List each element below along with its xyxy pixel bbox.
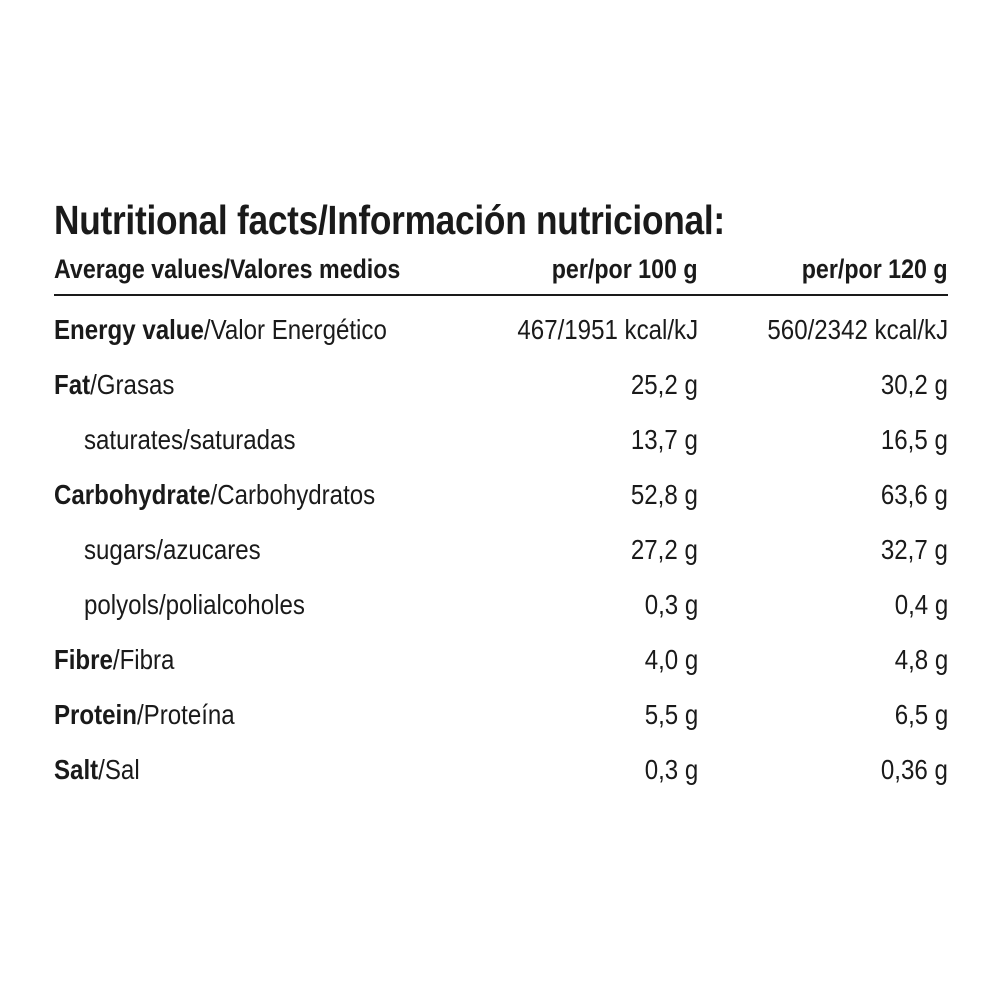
row-label: Energy value/Valor Energético xyxy=(54,302,441,357)
row-value-100g: 4,0 g xyxy=(644,644,698,675)
row-label-bold: Salt xyxy=(54,754,99,785)
header-col-120g-text: per/por 120 g xyxy=(802,254,948,284)
row-label-rest: /Valor Energético xyxy=(203,314,387,345)
row-label-rest: /Carbohydratos xyxy=(210,479,376,510)
row-value-120g: 32,7 g xyxy=(881,534,948,565)
table-row-polyols: polyols/polialcoholes 0,3 g 0,4 g xyxy=(54,577,948,632)
row-value-120g: 16,5 g xyxy=(881,424,948,455)
row-value-100g: 0,3 g xyxy=(644,589,698,620)
row-label: Salt/Sal xyxy=(54,742,154,797)
table-row-saturates: saturates/saturadas 13,7 g 16,5 g xyxy=(54,412,948,467)
header-label: Average values/Valores medios xyxy=(54,246,457,292)
row-value-120g: 4,8 g xyxy=(894,644,948,675)
row-label: Fat/Grasas xyxy=(54,357,194,412)
row-value-120g: 560/2342 kcal/kJ xyxy=(767,314,948,345)
row-value-120g: 0,36 g xyxy=(881,754,948,785)
row-value-100g: 467/1951 kcal/kJ xyxy=(517,314,698,345)
row-label-bold: Protein xyxy=(54,699,137,730)
row-label-rest: polyols/polialcoholes xyxy=(84,589,305,620)
row-label: sugars/azucares xyxy=(84,522,289,577)
row-label: Protein/Proteína xyxy=(54,687,264,742)
row-label: Fibre/Fibra xyxy=(54,632,194,687)
row-label-bold: Fibre xyxy=(54,644,113,675)
table-title: Nutritional facts/Información nutriciona… xyxy=(54,196,948,246)
table-row-protein: Protein/Proteína 5,5 g 6,5 g xyxy=(54,687,948,742)
row-label-rest: sugars/azucares xyxy=(84,534,261,565)
row-value-100g: 0,3 g xyxy=(644,754,698,785)
table-header-row: Average values/Valores medios per/por 10… xyxy=(54,246,948,296)
row-value-100g: 25,2 g xyxy=(631,369,698,400)
row-value-100g: 27,2 g xyxy=(631,534,698,565)
table-row-salt: Salt/Sal 0,3 g 0,36 g xyxy=(54,742,948,797)
row-label-rest: saturates/saturadas xyxy=(84,424,296,455)
row-label-bold: Energy value xyxy=(54,314,204,345)
table-row-carbohydrate: Carbohydrate/Carbohydratos 52,8 g 63,6 g xyxy=(54,467,948,522)
row-value-120g: 6,5 g xyxy=(894,699,948,730)
row-label: Carbohydrate/Carbohydratos xyxy=(54,467,427,522)
header-col-100g-text: per/por 100 g xyxy=(552,254,698,284)
row-value-120g: 30,2 g xyxy=(881,369,948,400)
row-label-bold: Carbohydrate xyxy=(54,479,211,510)
row-label-bold: Fat xyxy=(54,369,91,400)
row-value-100g: 13,7 g xyxy=(631,424,698,455)
table-row-sugars: sugars/azucares 27,2 g 32,7 g xyxy=(54,522,948,577)
header-label-text: Average values/Valores medios xyxy=(54,254,401,284)
row-label-rest: /Sal xyxy=(98,754,140,785)
row-value-100g: 5,5 g xyxy=(644,699,698,730)
row-label-rest: /Grasas xyxy=(90,369,175,400)
header-col-100g: per/por 100 g xyxy=(528,246,698,292)
row-label-rest: /Fibra xyxy=(112,644,175,675)
row-label: polyols/polialcoholes xyxy=(84,577,341,632)
table-title-text: Nutritional facts/Información nutriciona… xyxy=(54,197,725,243)
row-value-100g: 52,8 g xyxy=(631,479,698,510)
table-row-fat: Fat/Grasas 25,2 g 30,2 g xyxy=(54,357,948,412)
row-value-120g: 63,6 g xyxy=(881,479,948,510)
row-value-120g: 0,4 g xyxy=(894,589,948,620)
header-col-120g: per/por 120 g xyxy=(778,246,948,292)
row-label-rest: /Proteína xyxy=(136,699,235,730)
row-label: saturates/saturadas xyxy=(84,412,330,467)
nutrition-table: Nutritional facts/Información nutriciona… xyxy=(54,196,948,797)
table-row-energy: Energy value/Valor Energético 467/1951 k… xyxy=(54,302,948,357)
table-row-fibre: Fibre/Fibra 4,0 g 4,8 g xyxy=(54,632,948,687)
